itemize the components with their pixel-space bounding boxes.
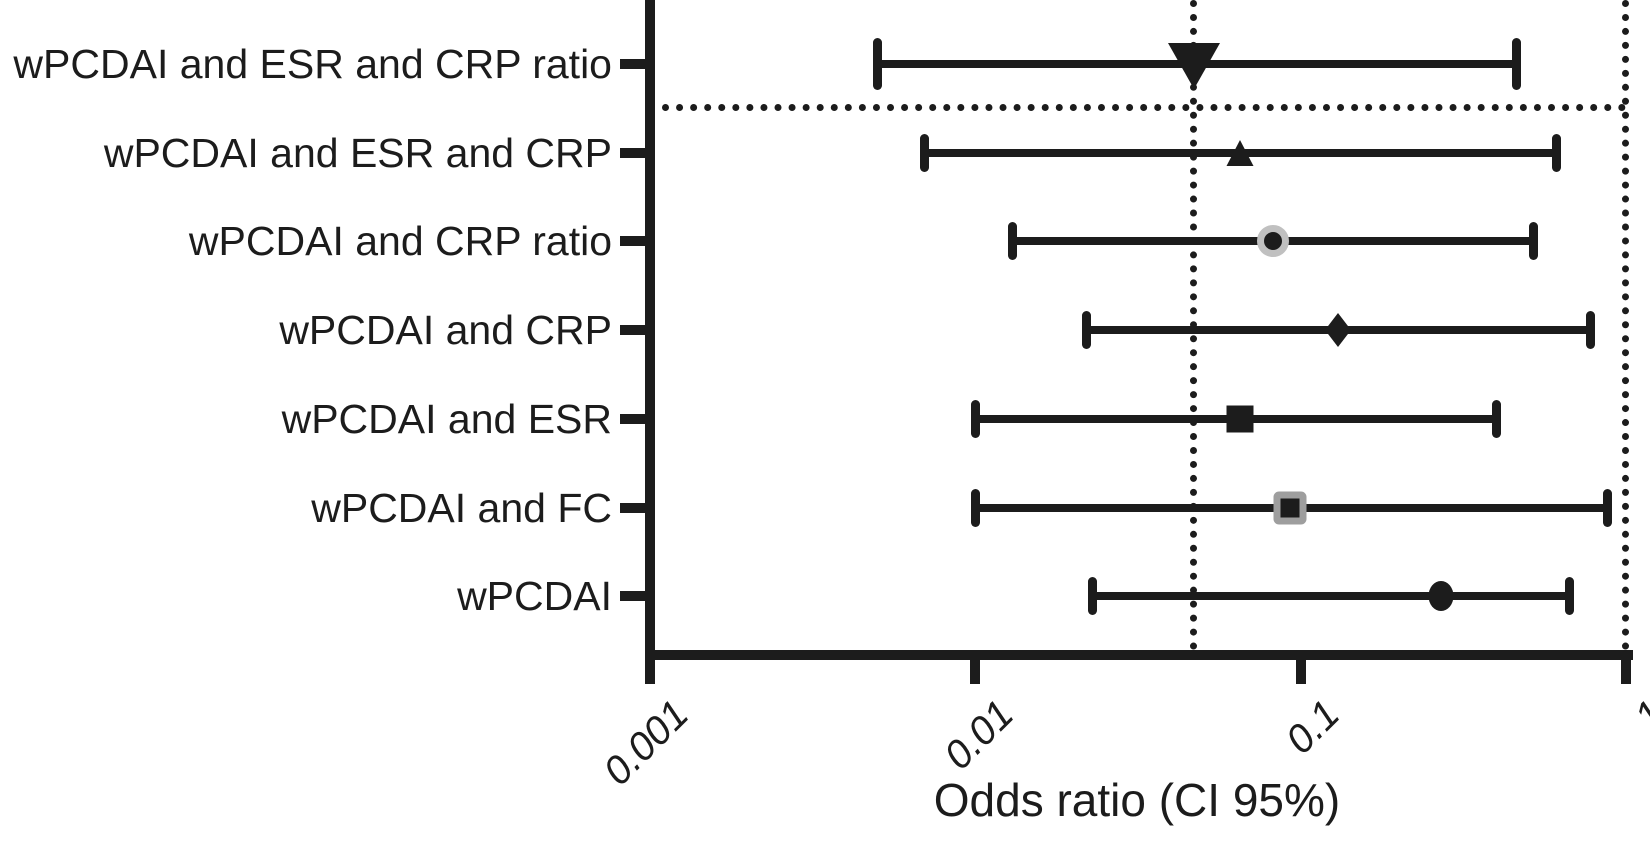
y-axis-row-tick <box>620 413 646 424</box>
ci-cap-high <box>1491 399 1501 438</box>
y-axis-line <box>645 0 655 660</box>
row-label-6: wPCDAI and FC <box>311 484 612 531</box>
y-axis-row-tick <box>620 502 646 513</box>
x-axis-tick <box>1295 658 1306 684</box>
ci-bar <box>1092 592 1570 601</box>
row-label-4: wPCDAI and CRP <box>279 307 612 354</box>
row-label-1: wPCDAI and ESR and CRP ratio <box>13 41 612 87</box>
marker-square-icon <box>1210 389 1270 449</box>
reference-line-vertical-2 <box>1622 0 1630 650</box>
marker-square-icon <box>1260 478 1320 538</box>
y-axis-row-tick <box>620 236 646 247</box>
ci-cap-low <box>970 488 980 527</box>
ci-cap-low <box>1007 222 1017 261</box>
ci-cap-high <box>1564 577 1574 616</box>
x-axis-tick <box>1620 658 1631 684</box>
ci-cap-low <box>920 133 930 172</box>
ci-cap-high <box>1511 38 1521 90</box>
x-axis-title: Odds ratio (CI 95%) <box>933 774 1341 826</box>
row-label-5: wPCDAI and ESR <box>281 395 612 442</box>
row-label-3: wPCDAI and CRP ratio <box>188 218 612 265</box>
row-label-7: wPCDAI <box>457 573 612 620</box>
ci-cap-high <box>1529 222 1539 261</box>
ci-cap-high <box>1551 133 1561 172</box>
y-axis-row-tick <box>620 325 646 336</box>
marker-circle-icon <box>1411 566 1471 626</box>
y-axis-row-tick <box>620 147 646 158</box>
ci-cap-high <box>1603 488 1613 527</box>
ci-cap-low <box>1088 577 1098 616</box>
ci-cap-low <box>970 399 980 438</box>
y-axis-row-tick <box>620 59 646 69</box>
x-axis-tick <box>970 658 981 684</box>
ci-cap-low <box>872 38 882 90</box>
marker-triangle-up-icon <box>1210 123 1270 183</box>
separator-line-horizontal <box>662 104 1626 112</box>
x-axis-line <box>645 650 1633 660</box>
marker-diamond-icon <box>1308 300 1368 360</box>
ci-cap-high <box>1586 311 1596 350</box>
reference-line-vertical-1 <box>1190 0 1198 650</box>
ci-cap-low <box>1082 311 1092 350</box>
marker-circle-icon <box>1243 211 1303 271</box>
row-label-2: wPCDAI and ESR and CRP <box>103 129 612 176</box>
x-axis-tick <box>645 658 655 684</box>
y-axis-row-tick <box>620 591 646 602</box>
